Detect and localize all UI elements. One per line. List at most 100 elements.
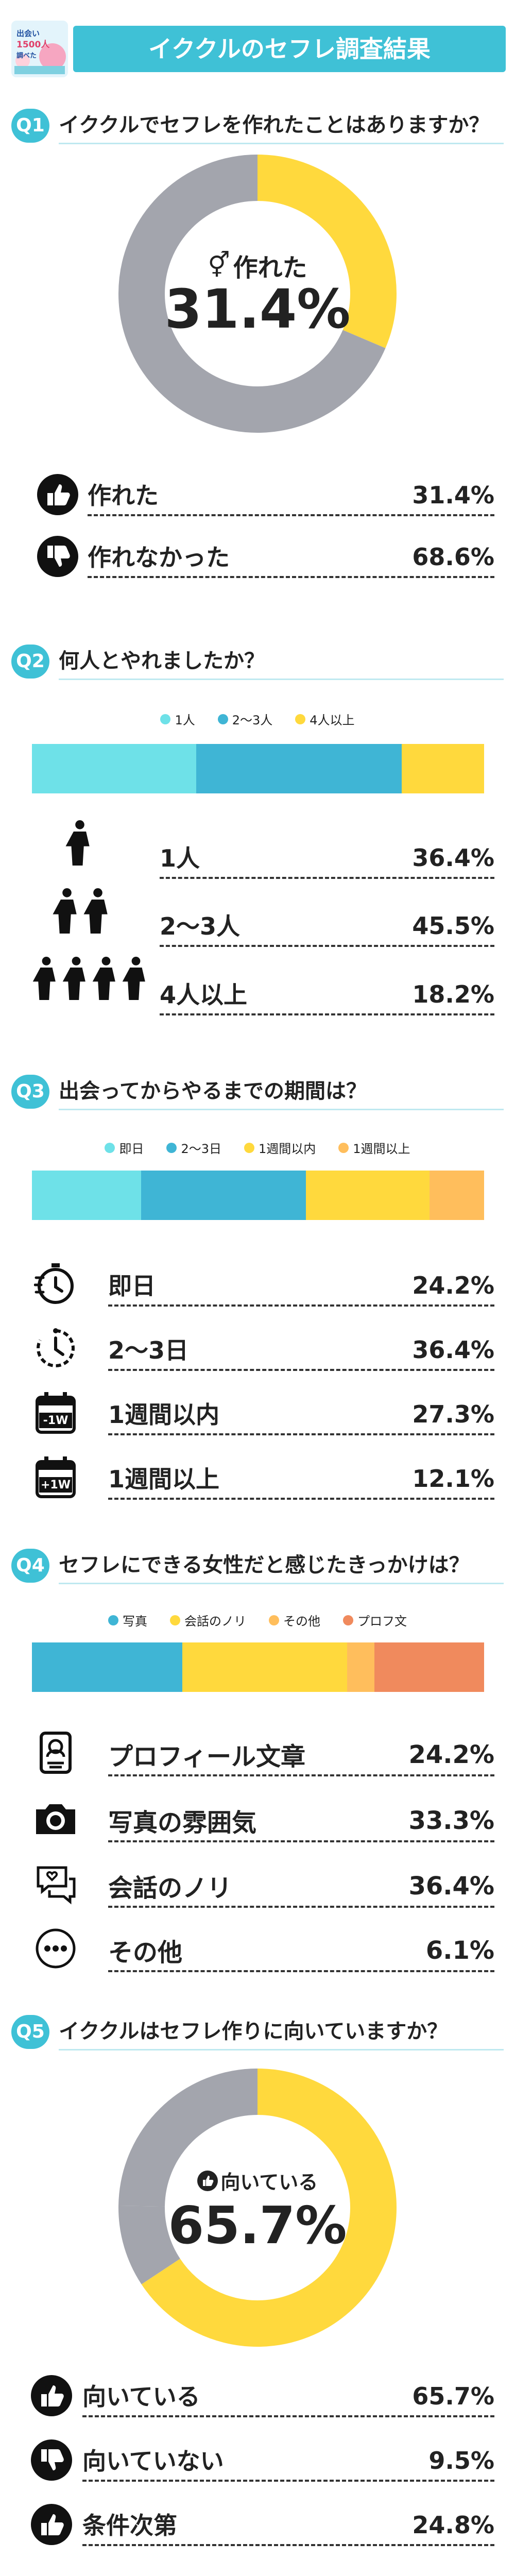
result-label: 1週間以内	[108, 1401, 220, 1429]
q2-badge: Q2	[11, 645, 49, 679]
result-label: 写真の雰囲気	[108, 1808, 257, 1837]
q4-underline	[59, 1583, 504, 1584]
q3-legend-item: 2〜3日	[166, 1139, 221, 1157]
page-title: イククルのセフレ調査結果	[148, 35, 431, 63]
q4-bar-segment-4	[374, 1642, 484, 1692]
stopwatch-icon	[33, 1262, 77, 1308]
q5-result-row: 向いている 65.7%	[31, 2375, 494, 2432]
q4-legend-item: プロフ文	[343, 1611, 407, 1629]
dashed-underline	[108, 1498, 494, 1500]
q5-center-label-wrap: 向いている	[170, 2166, 345, 2195]
q4-result-row: その他 6.1%	[31, 1927, 494, 1984]
q3-result-row: -1W 1週間以内 27.3%	[31, 1391, 494, 1448]
q4-result-row: 会話のノリ 36.4%	[31, 1862, 494, 1919]
q1-center-value: 31.4%	[164, 278, 351, 341]
q4-legend-item: 写真	[108, 1611, 147, 1629]
result-label: 向いていない	[82, 2447, 224, 2475]
q5-result-row: 向いていない 9.5%	[31, 2439, 494, 2496]
result-value: 36.4%	[412, 1336, 494, 1364]
q4-heading: Q4 セフレにできる女性だと感じたきっかけは？	[11, 1546, 504, 1587]
legend-dot-icon	[217, 714, 228, 724]
legend-dot-icon	[170, 1615, 180, 1625]
q2-legend-item: 2〜3人	[217, 710, 273, 728]
q2-legend: 1人 2〜3人 4人以上	[31, 710, 484, 731]
q3-bar-segment-4	[429, 1171, 484, 1220]
q3-badge: Q3	[11, 1075, 49, 1109]
q2-result-row: 4人以上 18.2%	[31, 956, 494, 1018]
two-people-icon	[49, 887, 116, 941]
q3-legend-item: 1週間以内	[244, 1139, 316, 1157]
dashed-underline	[108, 1970, 494, 1972]
result-label: 作れなかった	[88, 544, 230, 571]
q3-legend-label: 2〜3日	[181, 1142, 221, 1156]
q4-legend-label: その他	[283, 1614, 320, 1629]
q3-stacked-bar	[32, 1171, 484, 1220]
svg-text:-1W: -1W	[43, 1414, 68, 1427]
dashed-underline	[108, 1906, 494, 1908]
q4-result-row: 写真の雰囲気 33.3%	[31, 1797, 494, 1854]
logo-line-3: 調べた	[16, 52, 37, 60]
result-label: 2〜3人	[160, 912, 241, 940]
q3-bar-segment-3	[306, 1171, 430, 1220]
q3-legend-item: 1週間以上	[338, 1139, 410, 1157]
result-value: 27.3%	[412, 1400, 494, 1428]
logo-line-1: 出会い	[16, 29, 40, 38]
q5-donut-chart: 向いている 65.7%	[118, 2069, 397, 2347]
thumbs-up-icon	[31, 2375, 72, 2418]
q2-legend-item: 4人以上	[295, 710, 355, 728]
q2-stacked-bar	[32, 744, 484, 793]
camera-icon	[34, 1797, 77, 1842]
dashed-underline	[108, 1369, 494, 1371]
q5-underline	[59, 2049, 504, 2050]
dashed-underline	[88, 514, 494, 516]
result-label: 向いている	[82, 2383, 200, 2411]
q2-legend-label: 2〜3人	[232, 713, 273, 727]
calendar-minus-1w-icon: -1W	[34, 1391, 77, 1436]
q3-bar-segment-2	[141, 1171, 306, 1220]
legend-dot-icon	[343, 1615, 353, 1625]
result-label: 会話のノリ	[108, 1874, 232, 1903]
legend-dot-icon	[244, 1142, 254, 1153]
header-bar	[73, 26, 506, 72]
q2-bar-segment-2	[196, 744, 402, 793]
thumbs-up-icon	[37, 474, 78, 517]
legend-dot-icon	[295, 714, 306, 724]
result-value: 31.4%	[412, 481, 494, 509]
q1-underline	[59, 143, 504, 144]
q3-question: 出会ってからやるまでの期間は？	[59, 1079, 367, 1103]
result-value: 45.5%	[412, 912, 494, 940]
result-value: 9.5%	[428, 2447, 494, 2475]
logo-line-2: 1500人	[16, 40, 50, 50]
thumbs-down-icon	[37, 536, 78, 579]
legend-dot-icon	[105, 1142, 115, 1153]
q2-result-row: 1人 36.4%	[31, 819, 494, 881]
q4-bar-segment-1	[32, 1642, 183, 1692]
q3-underline	[59, 1109, 504, 1110]
site-logo: 出会い 1500人 調べた	[11, 21, 68, 77]
result-value: 68.6%	[412, 543, 494, 571]
result-label: 条件次第	[82, 2512, 177, 2539]
q2-legend-item: 1人	[160, 710, 195, 728]
q5-center-label: 向いている	[220, 2171, 318, 2194]
q1-result-row: 作れた 31.4%	[31, 474, 494, 526]
dashed-underline	[82, 2544, 494, 2546]
thumbs-up-icon	[197, 2170, 218, 2191]
dashed-underline	[108, 1774, 494, 1776]
result-value: 6.1%	[425, 1936, 494, 1965]
result-value: 24.2%	[408, 1740, 494, 1769]
q2-bar-segment-1	[32, 744, 197, 793]
result-value: 12.1%	[412, 1465, 494, 1493]
header: 出会い 1500人 調べた イククルのセフレ調査結果	[11, 21, 506, 78]
result-label: 1人	[160, 844, 200, 872]
q4-stacked-bar	[32, 1642, 484, 1692]
q1-center-label: 作れた	[233, 253, 307, 282]
dashed-underline	[82, 2480, 494, 2482]
dashed-underline	[160, 945, 494, 947]
calendar-plus-1w-icon: +1W	[34, 1455, 77, 1501]
q1-result-row: 作れなかった 68.6%	[31, 536, 494, 587]
legend-dot-icon	[160, 714, 171, 724]
result-label: 作れた	[88, 482, 159, 510]
q3-result-row: +1W 1週間以上 12.1%	[31, 1455, 494, 1512]
q5-slice-2	[118, 2069, 397, 2347]
q2-legend-label: 4人以上	[310, 713, 355, 727]
